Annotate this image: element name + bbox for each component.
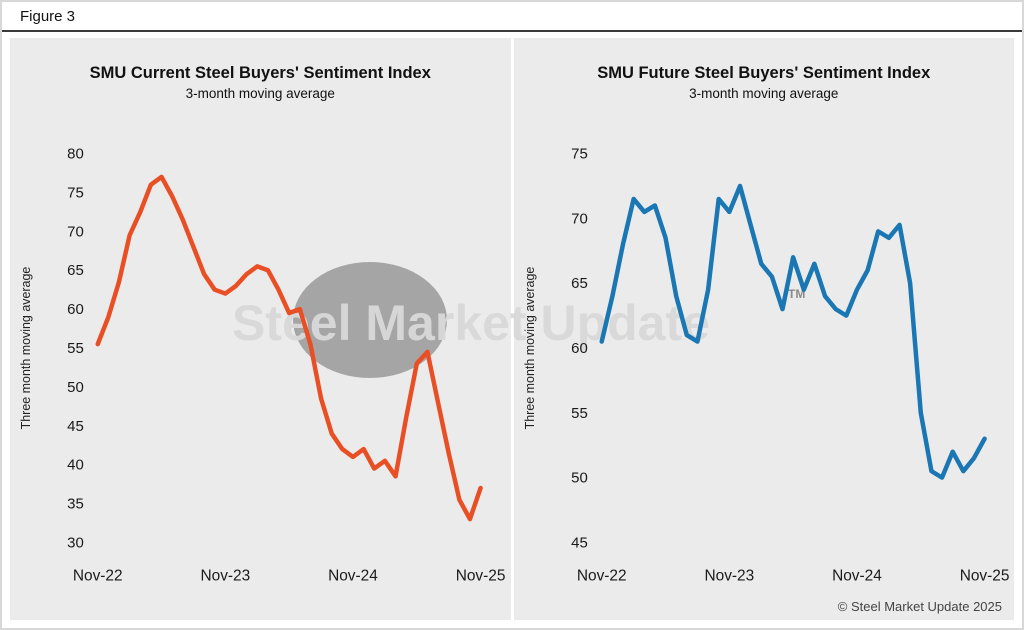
y-tick-label: 70 bbox=[67, 223, 84, 240]
figure-rule bbox=[2, 30, 1022, 32]
x-tick-label: Nov-24 bbox=[328, 567, 378, 584]
y-tick-label: 50 bbox=[67, 379, 84, 396]
y-tick-label: 55 bbox=[67, 340, 84, 357]
chart-panels: SMU Current Steel Buyers' Sentiment Inde… bbox=[10, 38, 1014, 620]
x-tick-label: Nov-24 bbox=[832, 567, 882, 584]
future-sentiment-panel: SMU Future Steel Buyers' Sentiment Index… bbox=[513, 38, 1014, 620]
y-tick-label: 60 bbox=[67, 301, 84, 318]
x-tick-label: Nov-23 bbox=[200, 567, 250, 584]
y-axis-label: Three month moving average bbox=[19, 267, 33, 430]
y-tick-label: 35 bbox=[67, 496, 84, 513]
sentiment-line-series bbox=[598, 183, 987, 480]
y-tick-label: 65 bbox=[571, 275, 588, 292]
chart-title-current: SMU Current Steel Buyers' Sentiment Inde… bbox=[89, 64, 431, 82]
sentiment-line-series bbox=[95, 174, 483, 522]
y-tick-label: 65 bbox=[67, 262, 84, 279]
current-sentiment-panel: SMU Current Steel Buyers' Sentiment Inde… bbox=[10, 38, 511, 620]
y-tick-label: 55 bbox=[571, 405, 588, 422]
y-axis-label: Three month moving average bbox=[522, 267, 536, 430]
y-tick-label: 45 bbox=[67, 418, 84, 435]
y-tick-label: 80 bbox=[67, 146, 84, 163]
y-tick-label: 60 bbox=[571, 340, 588, 357]
y-tick-label: 75 bbox=[571, 146, 588, 163]
x-tick-label: Nov-25 bbox=[456, 567, 506, 584]
x-tick-label: Nov-25 bbox=[959, 567, 1009, 584]
chart-subtitle-future: 3-month moving average bbox=[689, 86, 839, 101]
figure-label: Figure 3 bbox=[20, 8, 76, 25]
x-tick-label: Nov-22 bbox=[576, 567, 626, 584]
y-tick-label: 70 bbox=[571, 210, 588, 227]
future-sentiment-chart: 45 50 55 60 65 70 75 Nov-22 Nov-23 Nov-24 Nov-25 Th… bbox=[522, 146, 1009, 585]
x-tick-label: Nov-22 bbox=[73, 567, 123, 584]
copyright-text: © Steel Market Update 2025 bbox=[837, 599, 1002, 614]
y-tick-label: 40 bbox=[67, 457, 84, 474]
x-tick-label: Nov-23 bbox=[704, 567, 754, 584]
y-tick-label: 50 bbox=[571, 470, 588, 487]
current-sentiment-chart: 30 35 40 45 50 55 60 65 70 75 80 Nov-22 Nov-23 Nov-24… bbox=[19, 146, 506, 585]
chart-title-future: SMU Future Steel Buyers' Sentiment Index bbox=[597, 64, 931, 82]
y-tick-label: 45 bbox=[571, 534, 588, 551]
chart-subtitle-current: 3-month moving average bbox=[185, 86, 335, 101]
y-tick-label: 75 bbox=[67, 184, 84, 201]
y-tick-label: 30 bbox=[67, 534, 84, 551]
